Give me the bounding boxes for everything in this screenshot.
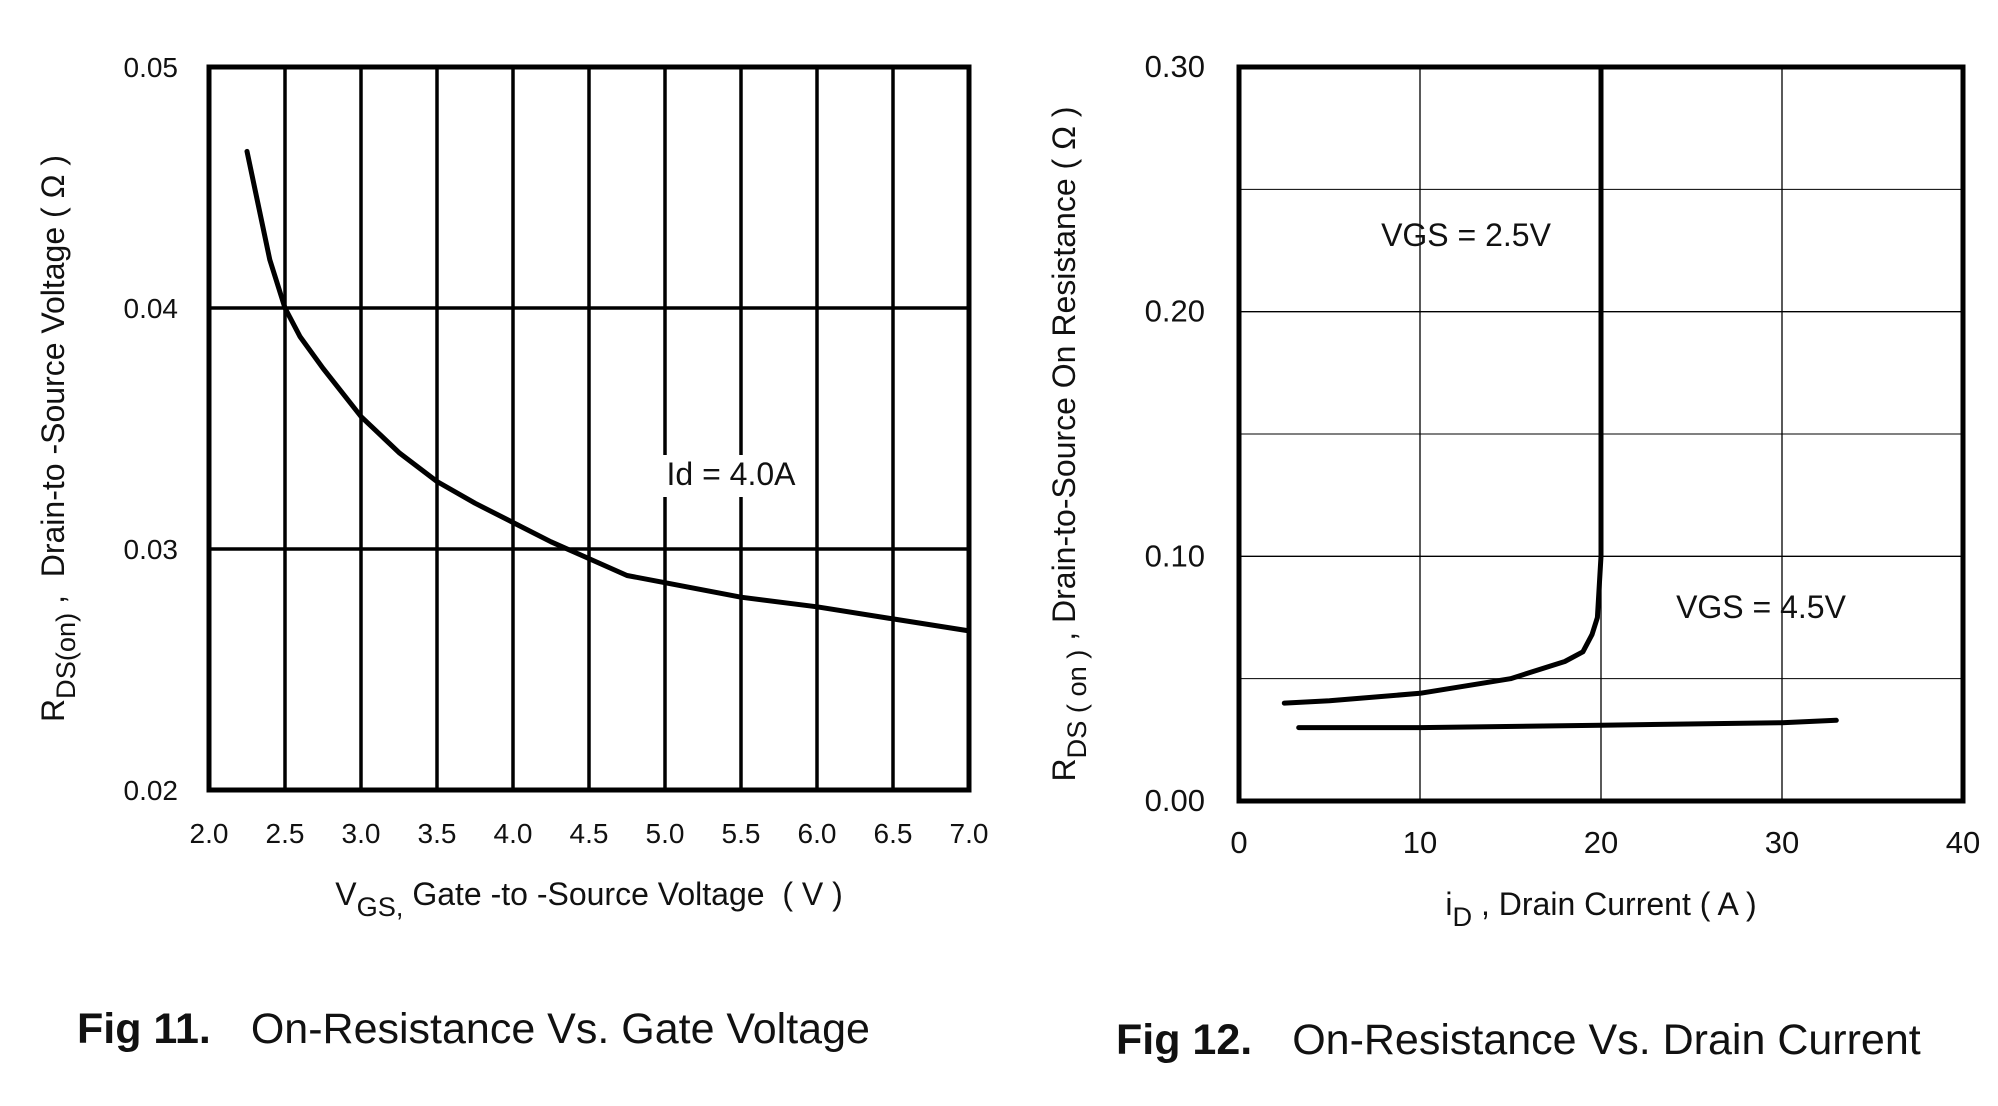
x-axis-title-text: , Drain Current ( A ): [1472, 886, 1757, 922]
y-axis-title-subscript: DS ( on ): [1061, 650, 1092, 759]
caption: Fig 12. On-Resistance Vs. Drain Current: [1116, 1016, 1921, 1064]
y-tick-label: 0.30: [1145, 49, 1205, 84]
y-tick-label: 0.05: [124, 52, 179, 83]
y-tick-label: 0.10: [1145, 538, 1205, 573]
x-axis-title-symbol: V: [335, 876, 357, 912]
series-label: VGS = 2.5V: [1381, 217, 1552, 253]
plot-frame: [206, 64, 972, 793]
x-tick-label: 6.0: [798, 818, 837, 849]
series-label: VGS = 4.5V: [1676, 589, 1847, 625]
x-axis-title-text: Gate -to -Source Voltage ( V ): [403, 876, 842, 912]
y-axis-title-symbol: R: [35, 699, 71, 722]
caption: Fig 11. On-Resistance Vs. Gate Voltage: [77, 1005, 870, 1053]
x-axis-title-symbol: i: [1445, 886, 1452, 922]
x-axis-title-subscript: D: [1452, 901, 1472, 932]
y-axis-title-subscript: DS(on): [50, 613, 81, 699]
x-tick-label: 30: [1765, 825, 1799, 860]
data-line: [244, 148, 972, 634]
caption-title: On-Resistance Vs. Drain Current: [1292, 1016, 1921, 1064]
x-tick-label: 4.5: [570, 818, 609, 849]
x-tick-label: 0: [1230, 825, 1247, 860]
y-tick-label: 0.00: [1145, 783, 1205, 818]
x-tick-label: 7.0: [950, 818, 989, 849]
y-tick-label: 0.04: [124, 293, 179, 324]
x-axis-title: iD , Drain Current ( A ): [1445, 886, 1756, 932]
y-axis-title-text: , Drain-to -Source Voltage ( Ω ): [35, 155, 71, 613]
annotation-bg: [659, 455, 803, 497]
caption-label: Fig 11.: [77, 1005, 211, 1053]
x-tick-label: 3.5: [418, 818, 457, 849]
caption-label: Fig 12.: [1116, 1016, 1252, 1064]
x-tick-label: 40: [1946, 825, 1980, 860]
x-tick-label: 10: [1403, 825, 1437, 860]
x-tick-label: 4.0: [494, 818, 533, 849]
y-axis-title: RDS ( on ) , Drain-to-Source On Resistan…: [1046, 106, 1092, 781]
x-axis-title: VGS, Gate -to -Source Voltage ( V ): [335, 876, 843, 922]
x-tick-label: 5.5: [722, 818, 761, 849]
y-axis-title-text: , Drain-to-Source On Resistance ( Ω ): [1046, 106, 1082, 649]
x-tick-label: 6.5: [874, 818, 913, 849]
data-line: [1296, 717, 1839, 731]
y-tick-label: 0.03: [124, 534, 179, 565]
x-tick-label: 2.5: [266, 818, 305, 849]
x-tick-label: 5.0: [646, 818, 685, 849]
x-axis-title-subscript: GS,: [357, 891, 404, 922]
y-axis-title: RDS(on) , Drain-to -Source Voltage ( Ω ): [35, 155, 81, 722]
y-axis-title-symbol: R: [1046, 758, 1082, 781]
x-tick-label: 20: [1584, 825, 1618, 860]
x-tick-label: 2.0: [190, 818, 229, 849]
y-tick-label: 0.02: [124, 775, 179, 806]
annotation: Id = 4.0A: [667, 456, 797, 492]
data-line: [1281, 64, 1604, 706]
y-tick-label: 0.20: [1145, 294, 1205, 329]
caption-title: On-Resistance Vs. Gate Voltage: [251, 1005, 870, 1053]
x-tick-label: 3.0: [342, 818, 381, 849]
